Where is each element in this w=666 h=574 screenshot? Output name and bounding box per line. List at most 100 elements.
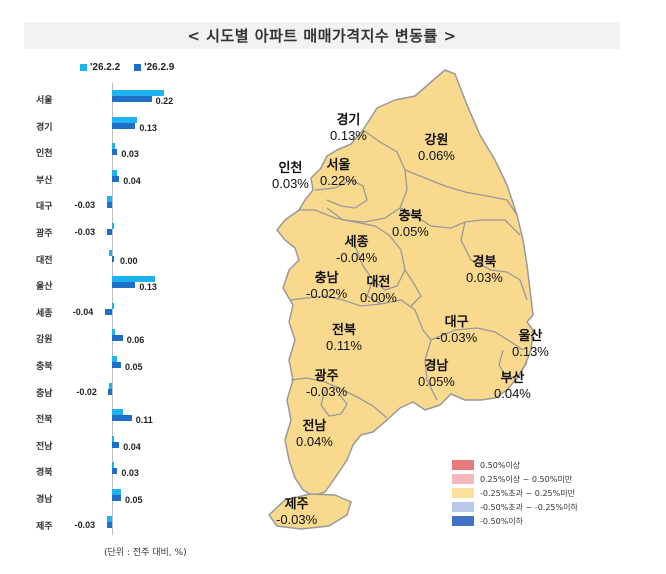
map-region-label: 대전 0.00% [360,274,397,306]
legend-label: 0.50%이상 [480,460,521,470]
region-value: 0.13% [330,128,367,143]
legend-swatch-prev [80,64,87,71]
region-value: 0.13% [512,344,549,359]
bar-prev-week [112,462,114,469]
bar-curr-week [112,255,114,262]
region-name: 대구 [444,314,469,329]
bar-prev-week [112,489,121,495]
bar-row: 강원 0.06 [0,327,240,353]
map-region-label: 서울 0.22% [320,157,357,189]
bar-prev-week [112,409,123,416]
bar-prev-week [109,249,112,256]
bar-category-label: 울산 [36,282,53,293]
region-value: -0.03% [276,512,318,527]
map-region-label: 충북 0.05% [392,208,429,240]
jeju-outline [268,493,352,530]
region-value: 0.04% [296,434,333,449]
bar-value-label: 0.22 [155,96,174,106]
map-region-label: 경남 0.05% [418,358,455,390]
map-legend-item: -0.25%초과 ~ 0.25%미만 [452,486,578,500]
bar-prev-week [106,515,112,522]
region-name: 세종 [344,234,369,249]
bar-curr-week [112,122,136,129]
legend-label: -0.25%초과 ~ 0.25%미만 [480,488,575,498]
bar-value-label: -0.02 [76,386,97,397]
bar-curr-week [112,335,123,342]
legend-label-curr: '26.2.9 [144,62,175,73]
bar-prev-week [112,223,114,229]
bar-prev-week [112,356,118,362]
bar-prev-week [112,435,114,442]
bar-value-label: 0.13 [139,122,157,133]
map-legend-item: 0.25%이상 ~ 0.50%미만 [452,472,578,486]
bar-curr-week [112,149,118,156]
legend-swatch [452,474,474,484]
bar-category-label: 강원 [36,335,53,346]
bar-category-label: 경기 [36,122,53,133]
bar-row: 전남 0.04 [0,434,240,460]
bar-curr-week [112,495,121,501]
bar-value-label: 0.06 [126,335,145,346]
region-name: 전북 [331,322,356,337]
map-region-label: 울산 0.13% [512,328,549,360]
bar-value-label: -0.04 [72,306,94,317]
legend-swatch [452,502,474,512]
title-bar: < 시도별 아파트 매매가격지수 변동률 > [24,22,620,49]
bar-curr-week [112,96,152,102]
region-name: 강원 [424,132,449,147]
bar-value-label: -0.03 [74,519,96,530]
map-region-label: 전북 0.11% [326,322,362,354]
bar-prev-week [112,276,156,283]
region-name: 충북 [398,208,423,223]
bar-prev-week [112,143,115,150]
region-name: 인천 [278,160,303,175]
bar-value-label: 0.05 [125,362,143,372]
region-name: 경남 [424,358,449,373]
legend-swatch [452,488,474,498]
bar-row: 광주 -0.03 [0,221,240,247]
bar-legend: '26.2.2 '26.2.9 [80,62,174,73]
bar-row: 제주 -0.03 [0,514,240,540]
bar-row: 대전 0.00 [0,248,240,274]
map-region-label: 대구 -0.03% [436,314,477,346]
map-region-label: 광주 -0.03% [306,368,347,400]
region-value: 0.00% [360,290,397,305]
bar-row: 전북 0.11 [0,407,240,433]
bar-category-label: 전남 [36,441,53,452]
map-region-label: 제주 -0.03% [276,496,317,528]
bar-row: 인천 0.03 [0,141,240,167]
bar-category-label: 광주 [36,229,53,239]
map-region-label: 부산 0.04% [494,370,531,402]
bar-value-label: 0.11 [135,415,153,426]
bar-category-label: 제주 [36,521,53,532]
bar-curr-week [106,202,112,209]
bar-curr-week [112,415,132,422]
map-region-label: 경기 0.13% [330,112,367,144]
bar-curr-week [104,308,112,315]
region-name: 대전 [366,274,391,289]
region-value: 0.03% [272,176,309,191]
region-name: 광주 [314,368,339,383]
legend-swatch [452,460,474,470]
legend-label: -0.50%이하 [480,516,524,526]
map-region-label: 충남 -0.02% [306,270,347,302]
bar-value-label: -0.03 [74,200,96,211]
legend-item-curr: '26.2.9 [134,62,174,73]
map-region-label: 세종 -0.04% [336,234,377,266]
bar-prev-week [112,90,165,96]
region-name: 경북 [472,254,497,269]
map-legend-item: 0.50%이상 [452,458,578,472]
region-value: 0.11% [326,338,362,353]
bar-row: 대구 -0.03 [0,194,240,220]
region-value: -0.03% [306,384,348,399]
map-region-label: 전남 0.04% [296,418,333,450]
map-legend-item: -0.50%초과 ~ -0.25%이하 [452,500,578,514]
bar-category-label: 전북 [36,415,53,426]
bar-category-label: 서울 [36,96,53,106]
bar-row: 경기 0.13 [0,115,240,141]
region-value: 0.06% [418,148,455,163]
unit-note: (단위 : 전주 대비, %) [104,548,187,558]
region-value: 0.05% [418,374,455,389]
legend-label: 0.25%이상 ~ 0.50%미만 [480,474,573,484]
bar-value-label: -0.03 [74,227,96,237]
